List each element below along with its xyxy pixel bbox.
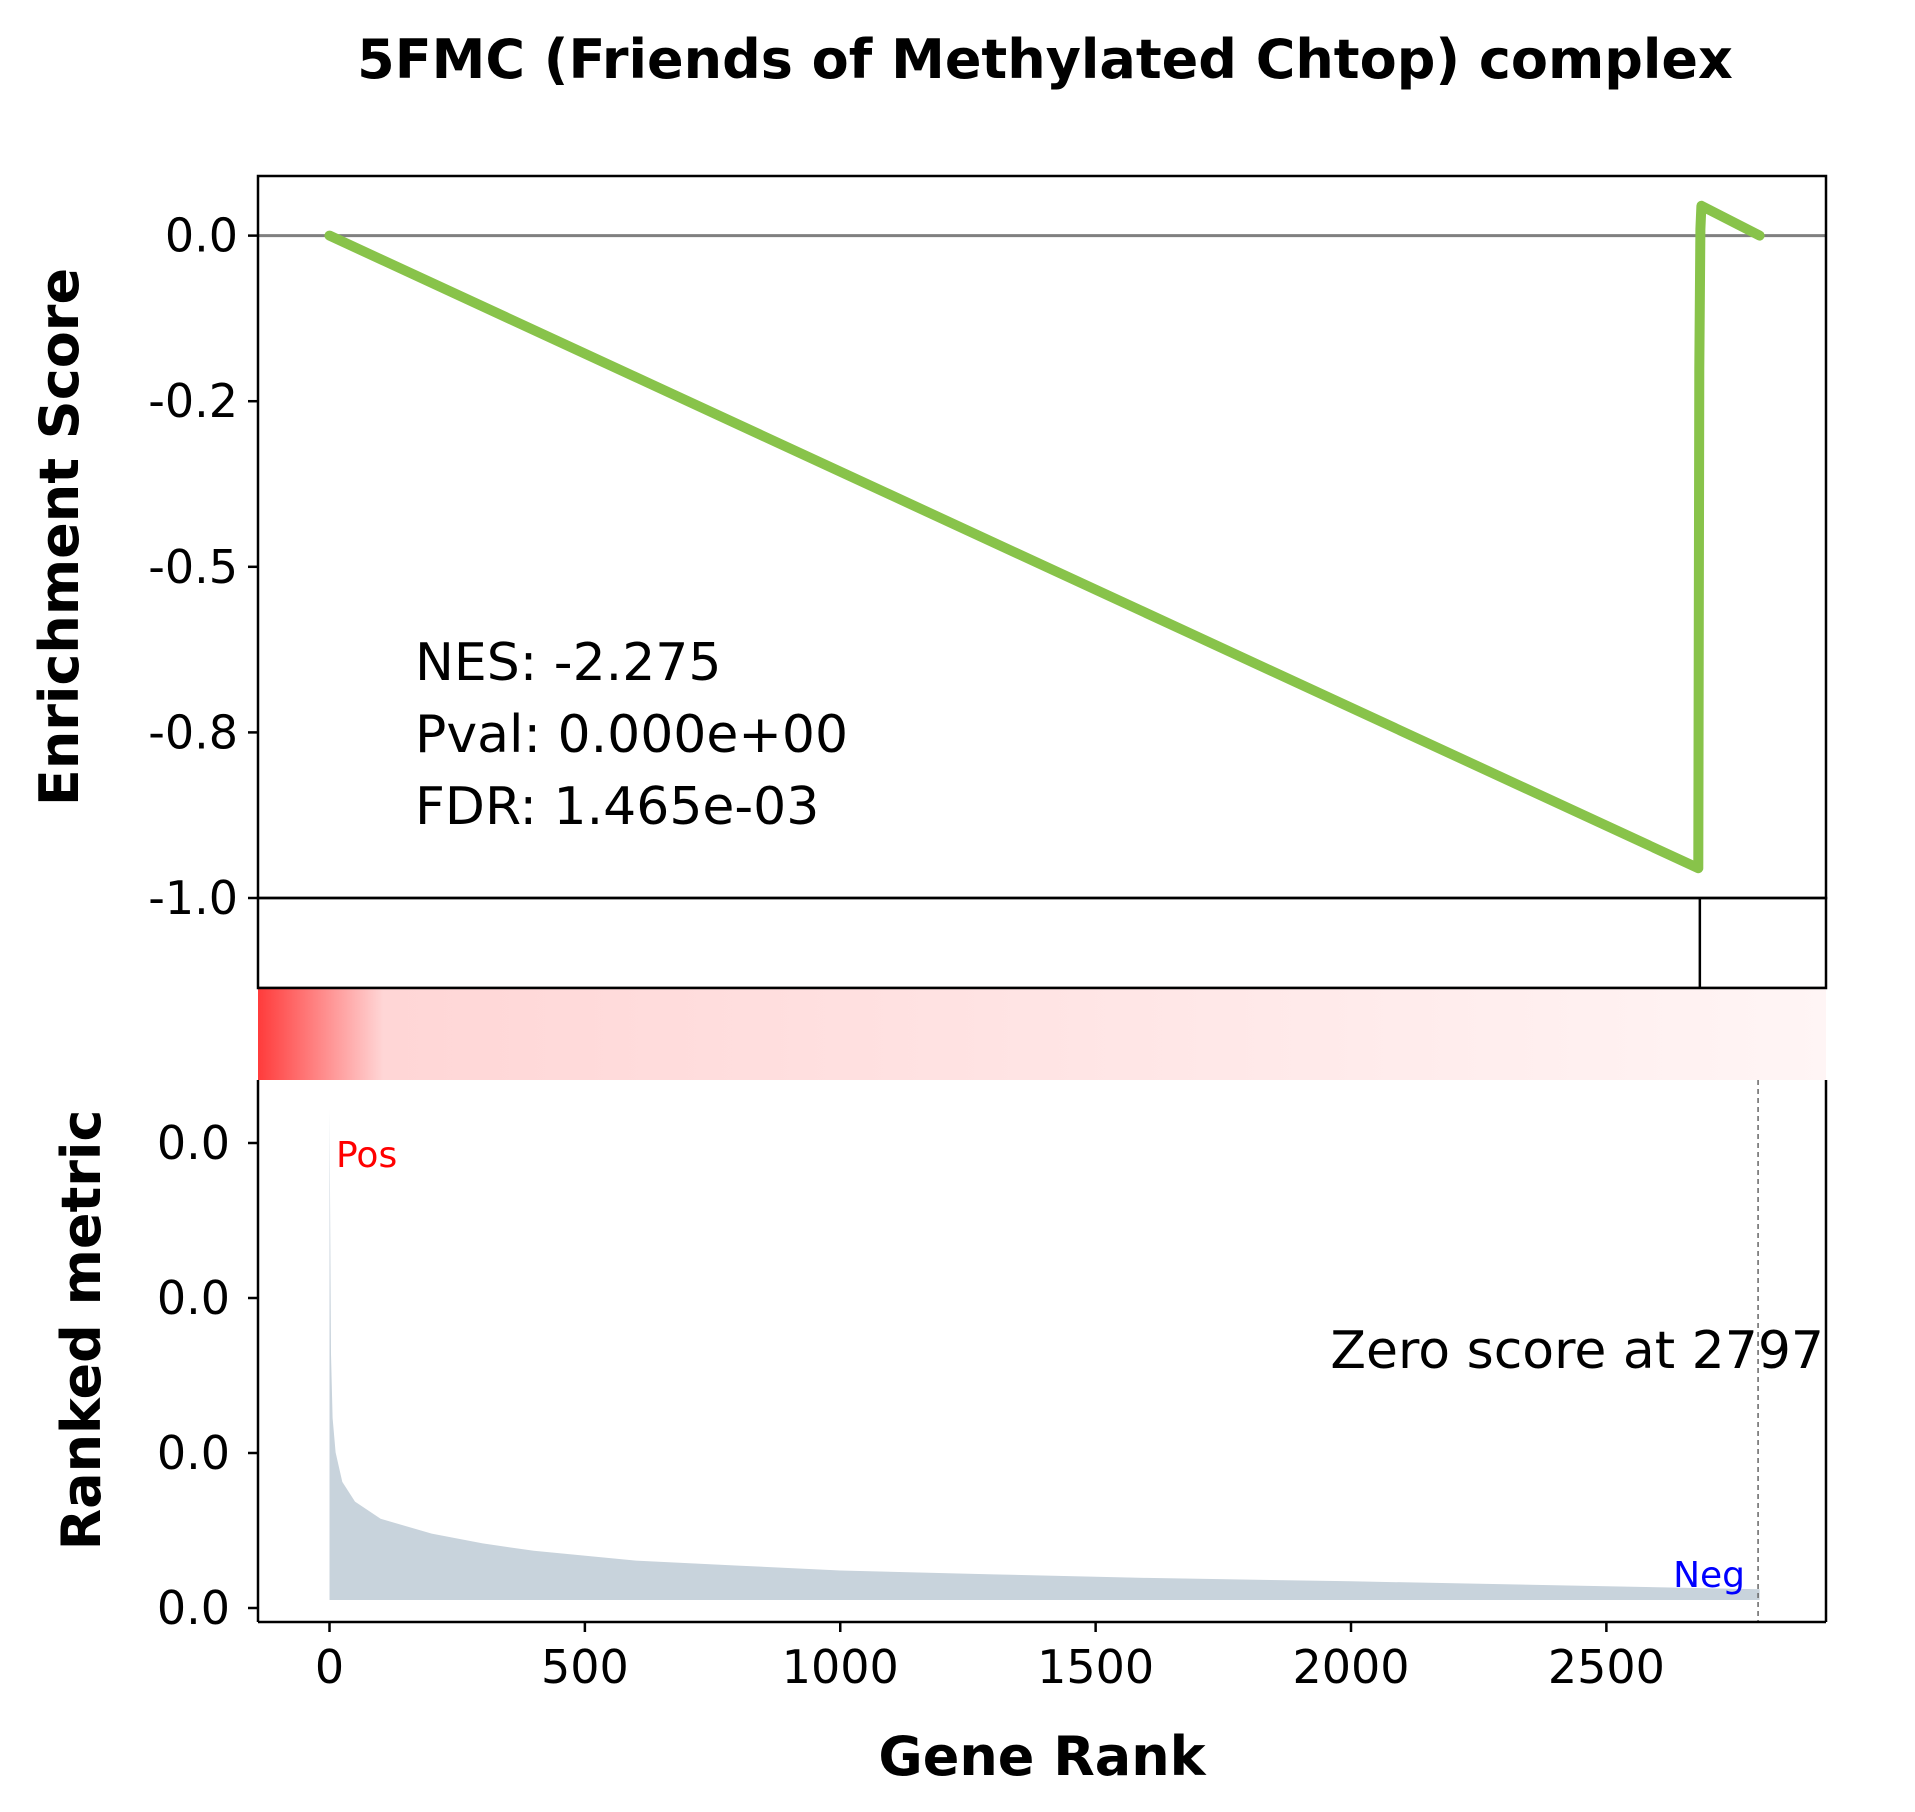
pos-label: Pos [336, 1135, 397, 1176]
fdr-stat: FDR: 1.465e-03 [415, 777, 819, 837]
x-tick-label: 500 [541, 1640, 629, 1694]
x-tick-label: 2000 [1292, 1640, 1409, 1694]
enrichment-y-tick-label: -0.8 [148, 705, 238, 759]
enrichment-y-tick-label: -0.5 [148, 540, 238, 594]
hits-panel [256, 896, 1828, 990]
ranking-heatmap-strip [258, 989, 1826, 1080]
x-tick-label: 1000 [782, 1640, 899, 1694]
enrichment-panel: 0.0 -0.2 -0.5 -0.8 -1.0 Enrichment Score NES… [28, 174, 1828, 925]
ranked-metric-panel: Pos Neg Zero score at 2797 0.0 0.0 0.00.0 … [50, 986, 1828, 1635]
hits-panel-frame [256, 896, 1828, 990]
enrichment-y-tick-label: -0.2 [148, 374, 238, 428]
enrichment-y-axis-label: Enrichment Score [28, 268, 91, 806]
ranked-metric-y-axis-label: Ranked metric [50, 1110, 113, 1551]
pval-stat: Pval: 0.000e+00 [415, 705, 848, 765]
ranked-metric-y-ticks: 0.0 0.0 0.0 0.0 [157, 1116, 258, 1635]
ranked-metric-y-tick-label: 0.0 [157, 1116, 230, 1170]
nes-stat: NES: -2.275 [415, 633, 721, 693]
chart-title: 5FMC (Friends of Methylated Chtop) compl… [357, 28, 1733, 91]
x-tick-label: 0 [315, 1640, 344, 1694]
x-axis-label: Gene Rank [878, 1725, 1206, 1788]
ranked-metric-y-tick-label: 0.0 [157, 1426, 230, 1480]
neg-label: Neg [1673, 1555, 1745, 1596]
enrichment-score-line [324, 200, 1765, 874]
enrichment-y-tick-label: 0.0 [165, 209, 238, 263]
enrichment-y-ticks: 0.0 -0.2 -0.5 -0.8 -1.0 [148, 209, 258, 925]
ranked-metric-y-tick-label: 0.0 [157, 1581, 230, 1635]
ranked-metric-y-tick-label: 0.0 [157, 1271, 230, 1325]
enrichment-y-tick-label: -1.0 [148, 871, 238, 925]
zero-score-note: Zero score at 2797 [1330, 1321, 1824, 1381]
ranked-metric-area [329, 1108, 1760, 1600]
x-axis-ticks: 0 500 1000 1500 2000 2500 [315, 1622, 1665, 1694]
x-tick-label: 1500 [1037, 1640, 1154, 1694]
x-tick-label: 2500 [1548, 1640, 1665, 1694]
